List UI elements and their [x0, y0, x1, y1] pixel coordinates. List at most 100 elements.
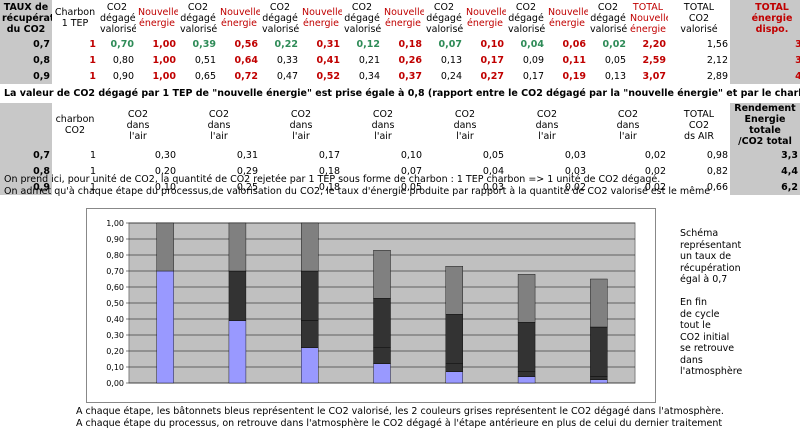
bar-segment [373, 297, 391, 348]
stacked-bar-chart: 0,00 0,10 0,20 0,30 0,40 0,50 0,60 0,70 0,80 0,90… [106, 219, 636, 388]
table-cell: 1,56 [706, 38, 728, 50]
table-cell: 2,12 [706, 54, 728, 66]
table-cell: 0,52 [316, 70, 340, 82]
column-header: CO2 dégagé valorisé [100, 1, 136, 35]
bar-segment [445, 371, 463, 384]
recovery-rate-cell: 0,9 [0, 68, 52, 84]
chart-frame: 0,00 0,10 0,20 0,30 0,40 0,50 0,60 0,70 0,80 0,90… [86, 208, 656, 403]
column-header: Nouvelle énergie [384, 7, 424, 29]
bar-segment [228, 320, 247, 384]
table-cell: 0,10 [154, 181, 176, 193]
column-header: charbon CO2 [55, 114, 95, 136]
table-row: 0,8 1 0,80 1,00 0,51 0,64 0,33 0,41 0,21 0,26 0,13… [0, 52, 800, 68]
table-cell: 0,18 [318, 165, 340, 177]
column-header: Nouvelle énergie [138, 7, 178, 29]
table-cell: 0,21 [358, 54, 380, 66]
y-tick-label: 0,90 [106, 235, 124, 244]
y-tick-label: 0,30 [106, 331, 124, 340]
bar-segment [301, 270, 319, 321]
table-cell: 3,3 [730, 147, 800, 163]
table-cell: 0,39 [192, 38, 216, 50]
table-cell: 0,04 [482, 165, 504, 177]
column-header: CO2 dans l'air [535, 108, 559, 142]
y-tick-label: 0,10 [106, 363, 124, 372]
table-cell: 0,47 [276, 70, 298, 82]
recovery-rate-cell: 0,9 [0, 179, 52, 195]
table-cell: 0,17 [480, 54, 504, 66]
bar-segment [517, 321, 536, 372]
bar-segment [156, 270, 174, 384]
y-tick-label: 0,40 [106, 315, 124, 324]
bar-segment [301, 320, 319, 348]
bar-segment [590, 376, 608, 381]
table-row: 0,9 1 0,10 0,25 0,18 0,05 0,03 0,02 0,02 0,66 6,2 [0, 179, 800, 195]
y-tick-label: 0,00 [106, 379, 124, 388]
bar-segment [373, 363, 391, 384]
table-cell: 1 [89, 149, 96, 161]
y-tick-label: 0,50 [106, 299, 124, 308]
table-cell: 0,29 [236, 165, 258, 177]
bar-segment [445, 313, 463, 364]
column-header: CO2 dans l'air [371, 108, 395, 142]
column-header: Nouvelle énergie [302, 7, 342, 29]
table-cell: 2,59 [642, 54, 666, 66]
y-tick-label: 0,20 [106, 347, 124, 356]
table-cell: 2,20 [642, 38, 666, 50]
table-cell: 4,4 [730, 163, 800, 179]
co2-air-table: charbon CO2 CO2 dans l'air CO2 dans l'air C… [0, 103, 800, 195]
column-header: Charbon 1 TEP [54, 7, 96, 29]
column-header: CO2 dans l'air [126, 108, 150, 142]
caption-cumulative: A chaque étape du processus, on retrouve… [76, 418, 723, 429]
table-row: 0,9 1 0,90 1,00 0,65 0,72 0,47 0,52 0,34 0,37 0,24… [0, 68, 800, 84]
column-header: CO2 dégagé valorisé [426, 1, 464, 35]
table-cell: 0,56 [234, 38, 258, 50]
column-header: CO2 dégagé valorisé [590, 1, 628, 35]
table-cell: 0,27 [480, 70, 504, 82]
table-cell: 3,6 [730, 52, 800, 68]
table-cell: 0,80 [112, 54, 134, 66]
table-cell: 0,02 [564, 181, 586, 193]
table-cell: 0,04 [520, 38, 544, 50]
table-cell: 0,31 [236, 149, 258, 161]
recovery-rate-cell: 0,8 [0, 52, 52, 68]
bar-segment [373, 250, 391, 299]
y-tick-label: 0,60 [106, 283, 124, 292]
bar-segment [228, 270, 247, 321]
table-cell: 0,07 [438, 38, 462, 50]
bar-segment [445, 266, 463, 315]
table-cell: 0,31 [316, 38, 340, 50]
table-cell: 1 [89, 38, 96, 50]
table-cell: 4,1 [730, 68, 800, 84]
bar-segment [373, 347, 391, 365]
table-cell: 0,65 [194, 70, 216, 82]
table-cell: 0,03 [564, 149, 586, 161]
table-row: 0,8 1 0,20 0,29 0,18 0,07 0,04 0,03 0,02 0,82 4,4 [0, 163, 800, 179]
table-row: 0,7 1 0,30 0,31 0,17 0,10 0,05 0,03 0,02 0,98 3,3 [0, 147, 800, 163]
table-cell: 0,37 [398, 70, 422, 82]
column-header: CO2 dégagé valorisé [262, 1, 300, 35]
y-tick-label: 0,80 [106, 251, 124, 260]
bar-segment [156, 222, 174, 272]
table-cell: 0,66 [706, 181, 728, 193]
table-cell: 0,82 [706, 165, 728, 177]
table-cell: 0,41 [316, 54, 340, 66]
column-header: CO2 dans l'air [453, 108, 477, 142]
column-header: CO2 dans l'air [207, 108, 231, 142]
bar-segment [301, 347, 319, 384]
column-header: Rendement Energie totale /CO2 total [730, 103, 800, 147]
table-cell: 0,05 [604, 54, 626, 66]
table-cell: 0,13 [440, 54, 462, 66]
table-cell: 0,25 [236, 181, 258, 193]
schema-description-text: Schéma représentant un taux de récupérat… [680, 228, 743, 377]
recovery-rate-header: TAUX de récupération du CO2 [0, 0, 52, 36]
column-header: CO2 dégagé valorisé [508, 1, 546, 35]
bar-segment [590, 379, 608, 384]
bar-segment [517, 371, 536, 377]
table-cell: 0,05 [400, 181, 422, 193]
bar-segment [517, 376, 536, 384]
table-cell: 3,07 [642, 70, 666, 82]
schema-description: Schéma représentant un taux de récupérat… [680, 228, 760, 378]
table-cell: 1,00 [152, 54, 176, 66]
y-tick-label: 1,00 [106, 219, 124, 228]
